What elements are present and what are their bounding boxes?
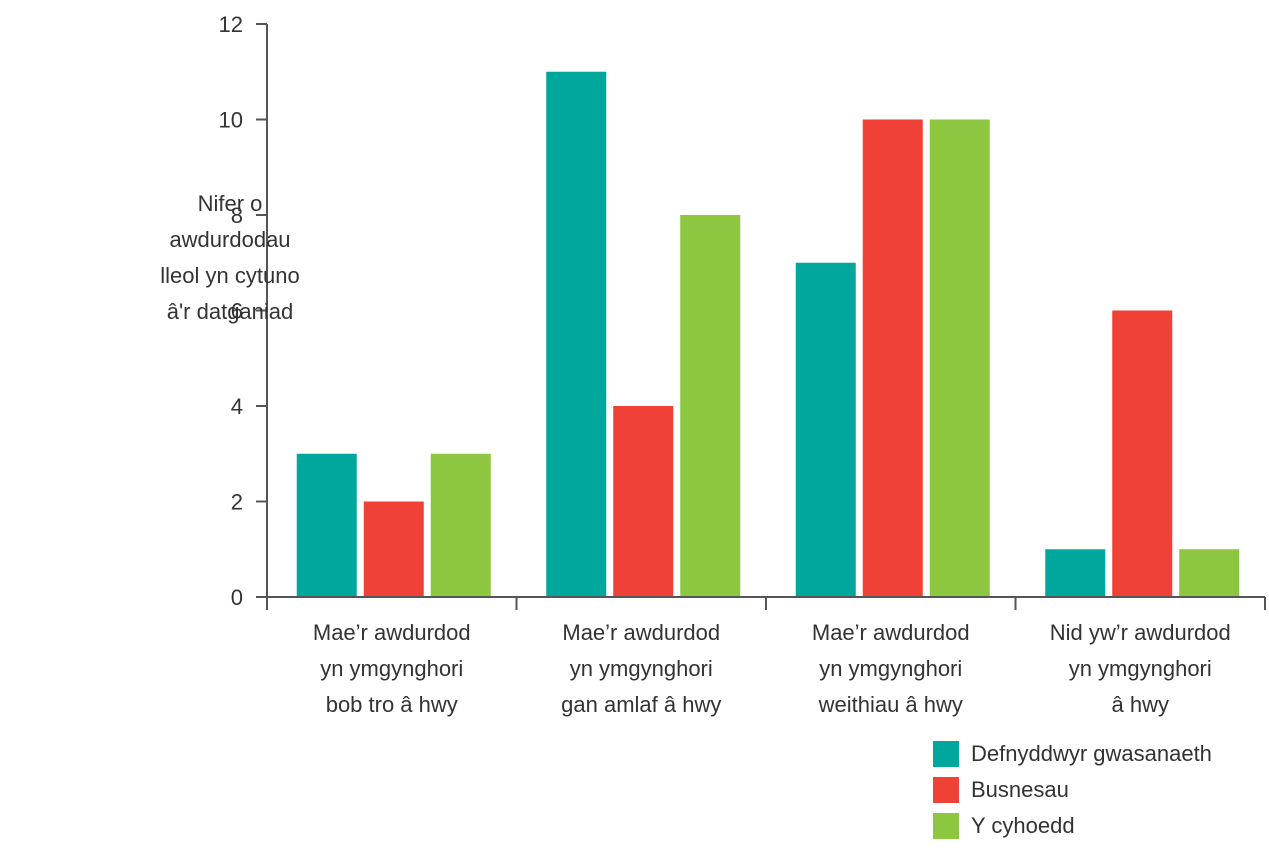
bar-y-cyhoedd-3 xyxy=(929,119,990,597)
bar-y-cyhoedd-1 xyxy=(430,453,491,597)
x-category-label-line: yn ymgynghori xyxy=(1069,656,1212,681)
y-tick-label: 2 xyxy=(231,490,243,515)
y-tick-label: 0 xyxy=(231,585,243,610)
x-category-label-line: Nid yw’r awdurdod xyxy=(1050,620,1231,645)
y-axis-label-line: lleol yn cytuno xyxy=(160,263,300,288)
bar-busnesau-1 xyxy=(363,501,424,597)
y-axis-label-line: awdurdodau xyxy=(169,227,291,252)
x-category-label-line: weithiau â hwy xyxy=(818,692,963,717)
legend-swatch xyxy=(933,777,959,803)
y-ticks-group: 0 2 4 6 8 10 12 xyxy=(219,12,267,610)
bar-busnesau-3 xyxy=(862,119,923,597)
bar-defnyddwyr-gwasanaeth-2 xyxy=(546,71,607,597)
legend-swatch xyxy=(933,741,959,767)
x-category-label: Mae’r awdurdod yn ymgynghori gan amlaf â h… xyxy=(561,620,721,717)
legend-label: Y cyhoedd xyxy=(971,813,1075,838)
bar-y-cyhoedd-4 xyxy=(1179,549,1240,597)
legend-item-busnesau: Busnesau xyxy=(933,772,1212,808)
bar-defnyddwyr-gwasanaeth-1 xyxy=(296,453,357,597)
y-axis-label-line: â'r datganiad xyxy=(166,299,294,324)
x-category-label-line: yn ymgynghori xyxy=(570,656,713,681)
x-category-label-line: Mae’r awdurdod xyxy=(812,620,970,645)
x-category-label-line: Mae’r awdurdod xyxy=(313,620,471,645)
x-category-label-line: bob tro â hwy xyxy=(326,692,458,717)
legend-swatch xyxy=(933,813,959,839)
y-tick-label: 4 xyxy=(231,394,243,419)
bar-defnyddwyr-gwasanaeth-4 xyxy=(1045,549,1106,597)
y-tick-label: 8 xyxy=(231,203,243,228)
legend-label: Busnesau xyxy=(971,777,1069,802)
y-tick-label: 12 xyxy=(219,12,243,37)
legend-label: Defnyddwyr gwasanaeth xyxy=(971,741,1212,766)
bar-defnyddwyr-gwasanaeth-3 xyxy=(795,262,856,597)
x-category-label-line: â hwy xyxy=(1112,692,1169,717)
y-tick-label: 10 xyxy=(219,108,243,133)
x-category-label-line: yn ymgynghori xyxy=(320,656,463,681)
legend-item-y-cyhoedd: Y cyhoedd xyxy=(933,808,1212,844)
legend-item-defnyddwyr-gwasanaeth: Defnyddwyr gwasanaeth xyxy=(933,736,1212,772)
x-category-label-line: gan amlaf â hwy xyxy=(561,692,721,717)
legend: Defnyddwyr gwasanaeth Busnesau Y cyhoedd xyxy=(933,736,1212,844)
x-category-label-line: yn ymgynghori xyxy=(819,656,962,681)
x-category-label: Mae’r awdurdod yn ymgynghori weithiau â hw… xyxy=(812,620,970,717)
y-axis-label: Nifer o awdurdodau lleol yn cytuno â'r d… xyxy=(150,186,310,330)
bar-y-cyhoedd-2 xyxy=(680,215,741,597)
x-categories-group: Mae’r awdurdod yn ymgynghori bob tro â hwy… xyxy=(313,620,1231,717)
y-axis-label-line: Nifer o xyxy=(197,191,263,216)
x-category-label: Nid yw’r awdurdod yn ymgynghori â hwy xyxy=(1050,620,1231,717)
x-category-label: Mae’r awdurdod yn ymgynghori bob tro â hwy xyxy=(313,620,471,717)
bar-busnesau-2 xyxy=(613,406,674,597)
bar-busnesau-4 xyxy=(1112,310,1173,597)
y-tick-label: 6 xyxy=(231,299,243,324)
bars-group xyxy=(296,71,1240,597)
x-category-label-line: Mae’r awdurdod xyxy=(562,620,720,645)
